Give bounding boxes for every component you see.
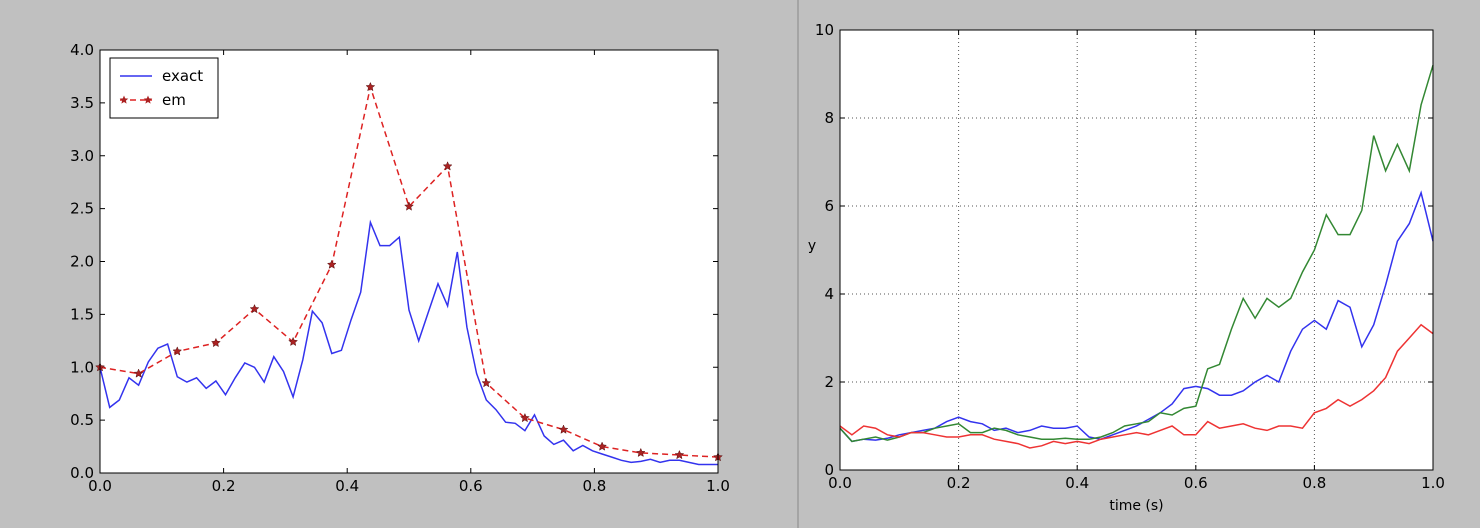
x-tick-label: 0.2 (947, 474, 971, 492)
star-marker (404, 201, 414, 211)
legend-label: exact (162, 67, 203, 85)
chart: 0.0 0.5 1.0 1.5 2.0 2.5 3.0 3.5 4.0 0.0 0.2 0.4 0.6 0… (70, 41, 730, 495)
star-marker (597, 441, 608, 451)
y-tick-label: 10 (815, 21, 834, 39)
star-marker (210, 337, 221, 348)
legend-label: em (162, 91, 186, 109)
x-tick-label: 0.8 (582, 477, 606, 495)
series-line (99, 84, 719, 458)
star-marker (442, 161, 453, 171)
x-tick-label: 1.0 (1421, 474, 1445, 492)
chart: 0 2 4 6 8 10 0.0 0.2 0.4 0.6 0.8 1.0 time (s) y (808, 21, 1445, 514)
legend-marker (143, 95, 153, 104)
x-tick-label: 0.4 (335, 477, 359, 495)
y-tick-label: 3.5 (70, 94, 94, 112)
star-marker (674, 449, 685, 460)
x-tick-label: 0.4 (1065, 474, 1089, 492)
star-marker (172, 346, 183, 356)
series-line (839, 64, 1434, 443)
x-tick-label: 0.6 (459, 477, 483, 495)
star-marker (326, 259, 337, 269)
star-marker (288, 336, 299, 347)
star-marker (635, 447, 646, 458)
star-marker (249, 303, 260, 314)
y-tick-label: 0.0 (70, 464, 94, 482)
series-line (839, 190, 1434, 443)
y-axis-label: y (808, 238, 816, 254)
series-line (99, 219, 718, 466)
x-tick-label: 0.8 (1302, 474, 1326, 492)
star-marker (365, 81, 376, 92)
plot-area (840, 30, 1433, 470)
y-tick-label: 6 (824, 197, 834, 215)
plot-frame (99, 49, 719, 474)
legend-marker (119, 95, 129, 104)
plot-frame (839, 29, 1434, 471)
star-marker (481, 377, 492, 388)
series-line (839, 323, 1434, 449)
y-tick-label: 2.0 (70, 253, 94, 271)
star-marker (133, 368, 144, 378)
y-tick-label: 8 (824, 109, 834, 127)
legend-box (109, 57, 219, 119)
x-tick-label: 0.2 (212, 477, 236, 495)
y-tick-label: 0.5 (70, 411, 94, 429)
x-tick-label: 0.0 (828, 474, 852, 492)
y-tick-label: 4 (824, 285, 834, 303)
y-tick-label: 2.5 (70, 200, 94, 218)
x-tick-label: 0.6 (1184, 474, 1208, 492)
y-tick-label: 3.0 (70, 147, 94, 165)
y-tick-label: 1.5 (70, 305, 94, 323)
x-axis-label: time (s) (1109, 498, 1163, 514)
x-tick-label: 1.0 (706, 477, 730, 495)
y-tick-label: 0 (824, 461, 834, 479)
y-tick-label: 1.0 (70, 358, 94, 376)
star-marker (558, 424, 569, 434)
y-tick-label: 2 (824, 373, 834, 391)
y-tick-label: 4.0 (70, 41, 94, 59)
plot-area (100, 50, 718, 473)
x-tick-label: 0.0 (88, 477, 112, 495)
star-marker (519, 412, 530, 423)
